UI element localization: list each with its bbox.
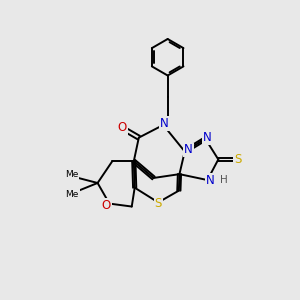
Text: N: N — [160, 117, 169, 130]
Text: H: H — [220, 175, 227, 185]
Text: S: S — [154, 197, 162, 210]
Text: N: N — [184, 143, 193, 157]
Text: N: N — [206, 173, 215, 187]
Text: Me: Me — [66, 190, 79, 199]
Text: O: O — [102, 199, 111, 212]
Text: N: N — [202, 131, 211, 144]
Text: Me: Me — [65, 170, 78, 179]
Text: O: O — [117, 121, 127, 134]
Text: S: S — [234, 153, 241, 166]
